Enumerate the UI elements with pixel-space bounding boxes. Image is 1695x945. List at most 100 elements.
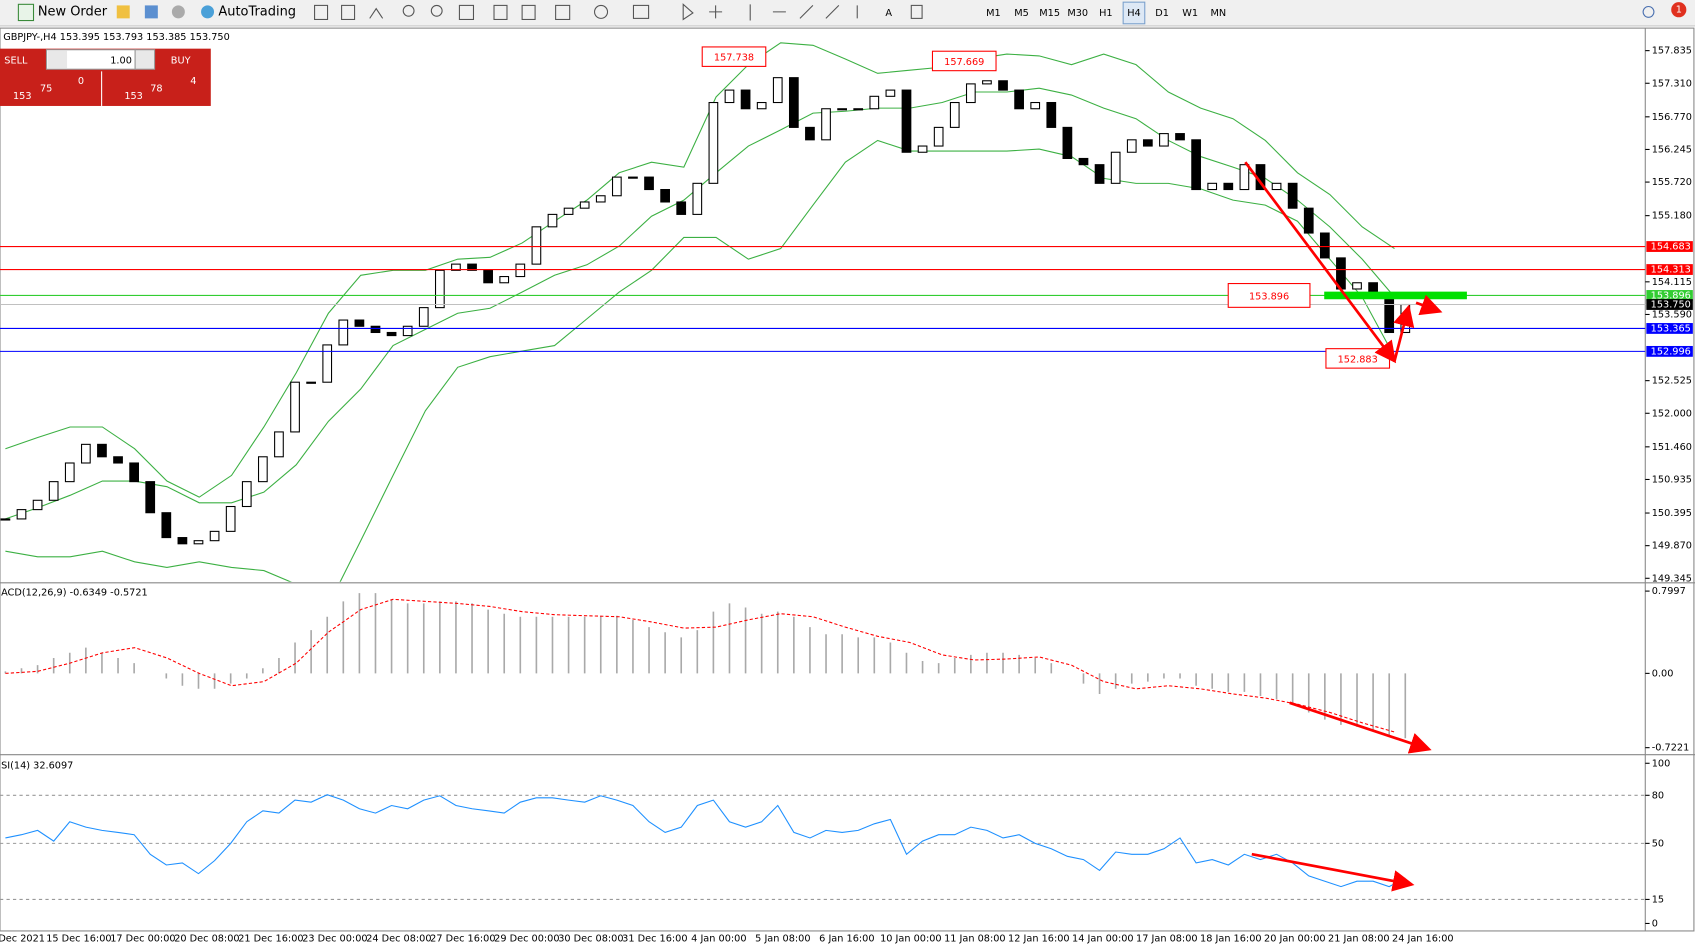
ask-fraction[interactable]: 4 bbox=[190, 76, 196, 87]
candle bbox=[129, 462, 139, 483]
price-annotation: 153.896 bbox=[1249, 292, 1289, 303]
candle bbox=[1207, 182, 1218, 191]
y-tick-label: 0 bbox=[1652, 918, 1658, 929]
candle bbox=[467, 263, 477, 271]
y-tick-label: 80 bbox=[1652, 790, 1664, 801]
symbol-header: GBPJPY-,H4 153.395 153.793 153.385 153.7… bbox=[3, 32, 230, 43]
timeframe-button[interactable]: H4 bbox=[1127, 8, 1140, 19]
autotrading-button[interactable]: AutoTrading bbox=[218, 4, 296, 19]
price-annotation: 157.738 bbox=[714, 53, 754, 64]
candle bbox=[225, 505, 236, 532]
candle bbox=[306, 381, 316, 384]
candle bbox=[837, 108, 847, 111]
bands_upper-line bbox=[5, 42, 1395, 498]
timeframe-button[interactable]: M1 bbox=[986, 8, 1001, 19]
candle bbox=[354, 319, 365, 327]
bands_lower-line bbox=[5, 139, 1395, 582]
macd-plot bbox=[4, 593, 1407, 739]
candle bbox=[402, 325, 413, 337]
active-timeframe[interactable] bbox=[1122, 1, 1146, 25]
x-tick-label: 20 Jan 00:00 bbox=[1264, 934, 1326, 945]
lot-down[interactable] bbox=[47, 50, 68, 69]
timeframe-button[interactable]: MN bbox=[1210, 8, 1226, 19]
candle bbox=[418, 307, 429, 327]
candle bbox=[1239, 164, 1250, 191]
candle bbox=[16, 509, 27, 520]
level-tag bbox=[1646, 345, 1693, 357]
new-order-button[interactable]: New Order bbox=[38, 4, 108, 19]
candle bbox=[949, 101, 960, 128]
candle bbox=[579, 201, 590, 209]
candle bbox=[628, 176, 638, 179]
lot-up[interactable] bbox=[134, 49, 156, 70]
bid-big[interactable]: 153 bbox=[13, 91, 32, 102]
plot-layer: 154.683154.313153.896153.750153.365152.9… bbox=[0, 42, 1693, 945]
x-tick-label: 10 Jan 00:00 bbox=[880, 934, 942, 945]
level-tag-label: 153.896 bbox=[1651, 290, 1691, 301]
candle bbox=[821, 108, 831, 141]
new-order-icon[interactable] bbox=[17, 3, 35, 22]
candle bbox=[1384, 294, 1395, 334]
level-tag-label: 152.996 bbox=[1651, 346, 1691, 357]
one-click-panel: SELL 1.00 BUY 153 75 0 153 78 4 bbox=[0, 48, 211, 106]
autotrading-icon[interactable] bbox=[201, 5, 215, 19]
candle bbox=[97, 443, 107, 458]
search-icon[interactable] bbox=[1642, 5, 1655, 18]
candle bbox=[1223, 182, 1234, 191]
candle bbox=[145, 481, 156, 514]
icon[interactable] bbox=[116, 5, 130, 19]
ask-big[interactable]: 153 bbox=[124, 91, 143, 102]
candle bbox=[80, 443, 91, 464]
candle bbox=[32, 499, 43, 511]
candle bbox=[740, 89, 751, 110]
candle bbox=[370, 325, 381, 334]
x-tick-label: 29 Dec 00:00 bbox=[494, 934, 559, 945]
level-tag-label: 153.750 bbox=[1651, 300, 1691, 311]
candle bbox=[1126, 139, 1137, 153]
timeframe-button[interactable]: D1 bbox=[1155, 8, 1169, 19]
timeframe-button[interactable]: M5 bbox=[1014, 8, 1029, 19]
timeframe-button[interactable]: W1 bbox=[1182, 8, 1198, 19]
timeframe-button[interactable]: M30 bbox=[1067, 8, 1088, 19]
lot-size[interactable]: 1.00 bbox=[110, 56, 132, 67]
y-tick-label: 155.180 bbox=[1652, 211, 1692, 222]
tool-icons[interactable] bbox=[314, 3, 923, 21]
trend-arrows bbox=[1244, 161, 1443, 892]
timeframe-button[interactable]: H1 bbox=[1099, 8, 1112, 19]
candle bbox=[338, 319, 349, 346]
price-annotation-box bbox=[1227, 283, 1311, 308]
y-tick-label: 156.245 bbox=[1652, 144, 1692, 155]
y-tick-label: 149.345 bbox=[1652, 573, 1692, 584]
level-tag bbox=[1646, 323, 1693, 334]
y-tick-label: 155.720 bbox=[1652, 177, 1692, 188]
text-tool[interactable]: A bbox=[885, 8, 892, 19]
candle bbox=[788, 77, 799, 128]
bands_middle-line bbox=[5, 87, 1395, 520]
notification-badge[interactable] bbox=[1671, 2, 1687, 18]
level-tag bbox=[1646, 299, 1693, 310]
rsi-header: SI(14) 32.6097 bbox=[1, 761, 73, 772]
y-tick-label: 157.310 bbox=[1652, 78, 1692, 89]
x-tick-label: 24 Dec 08:00 bbox=[366, 934, 431, 945]
candle bbox=[547, 213, 558, 228]
candle bbox=[209, 530, 220, 542]
values-line bbox=[5, 794, 1406, 888]
bid-fraction[interactable]: 0 bbox=[78, 76, 84, 87]
icon[interactable] bbox=[144, 5, 158, 19]
candle bbox=[676, 201, 687, 215]
ask-pips[interactable]: 78 bbox=[150, 84, 162, 95]
icon[interactable] bbox=[171, 5, 185, 19]
x-tick-label: Dec 2021 bbox=[0, 934, 45, 945]
candle bbox=[611, 176, 622, 197]
bid-pips[interactable]: 75 bbox=[40, 84, 52, 95]
candle bbox=[982, 80, 992, 85]
y-tick-label: -0.7221 bbox=[1652, 743, 1690, 754]
buy-button[interactable]: BUY bbox=[171, 56, 191, 67]
candle bbox=[917, 145, 928, 153]
timeframe-button[interactable]: M15 bbox=[1039, 8, 1060, 19]
sell-button[interactable]: SELL bbox=[4, 56, 28, 67]
level-tag bbox=[1646, 241, 1693, 252]
y-tick-label: 157.835 bbox=[1652, 46, 1692, 57]
notification-count: 1 bbox=[1676, 5, 1682, 16]
level-tag-label: 154.683 bbox=[1651, 242, 1691, 253]
